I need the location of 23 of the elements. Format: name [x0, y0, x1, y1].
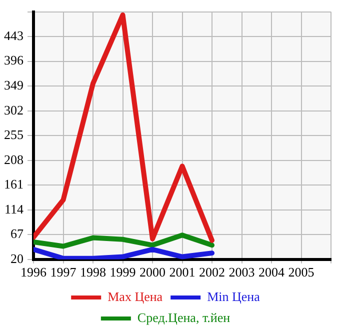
y-tick-label: 114: [4, 201, 24, 216]
x-tick-label: 1996: [20, 264, 47, 280]
legend-label: Min Цена: [207, 288, 260, 304]
x-tick-label: 2001: [169, 264, 196, 280]
x-tick-label: 2005: [288, 264, 314, 280]
x-tick-label: 2003: [228, 264, 255, 280]
x-tick-label: 2000: [140, 264, 166, 280]
legend-label: Max Цена: [108, 288, 163, 304]
legend-label: Сред.Цена, т.йен: [137, 310, 230, 325]
y-tick-label: 20: [10, 250, 24, 266]
y-tick-label: 161: [4, 176, 24, 192]
x-tick-label: 1998: [80, 264, 106, 280]
y-tick-label: 302: [4, 102, 24, 118]
y-tick-label: 396: [4, 52, 24, 68]
y-tick-label: 443: [4, 28, 24, 43]
x-tick-label: 2004: [258, 264, 285, 280]
x-tick-label: 1999: [110, 264, 136, 280]
x-tick-label: 2002: [199, 264, 225, 280]
y-tick-label: 349: [4, 78, 24, 92]
y-tick-label: 67: [10, 226, 24, 242]
x-tick-label: 1997: [50, 264, 77, 280]
y-tick-label: 255: [4, 127, 24, 142]
y-tick-label: 208: [4, 152, 24, 167]
